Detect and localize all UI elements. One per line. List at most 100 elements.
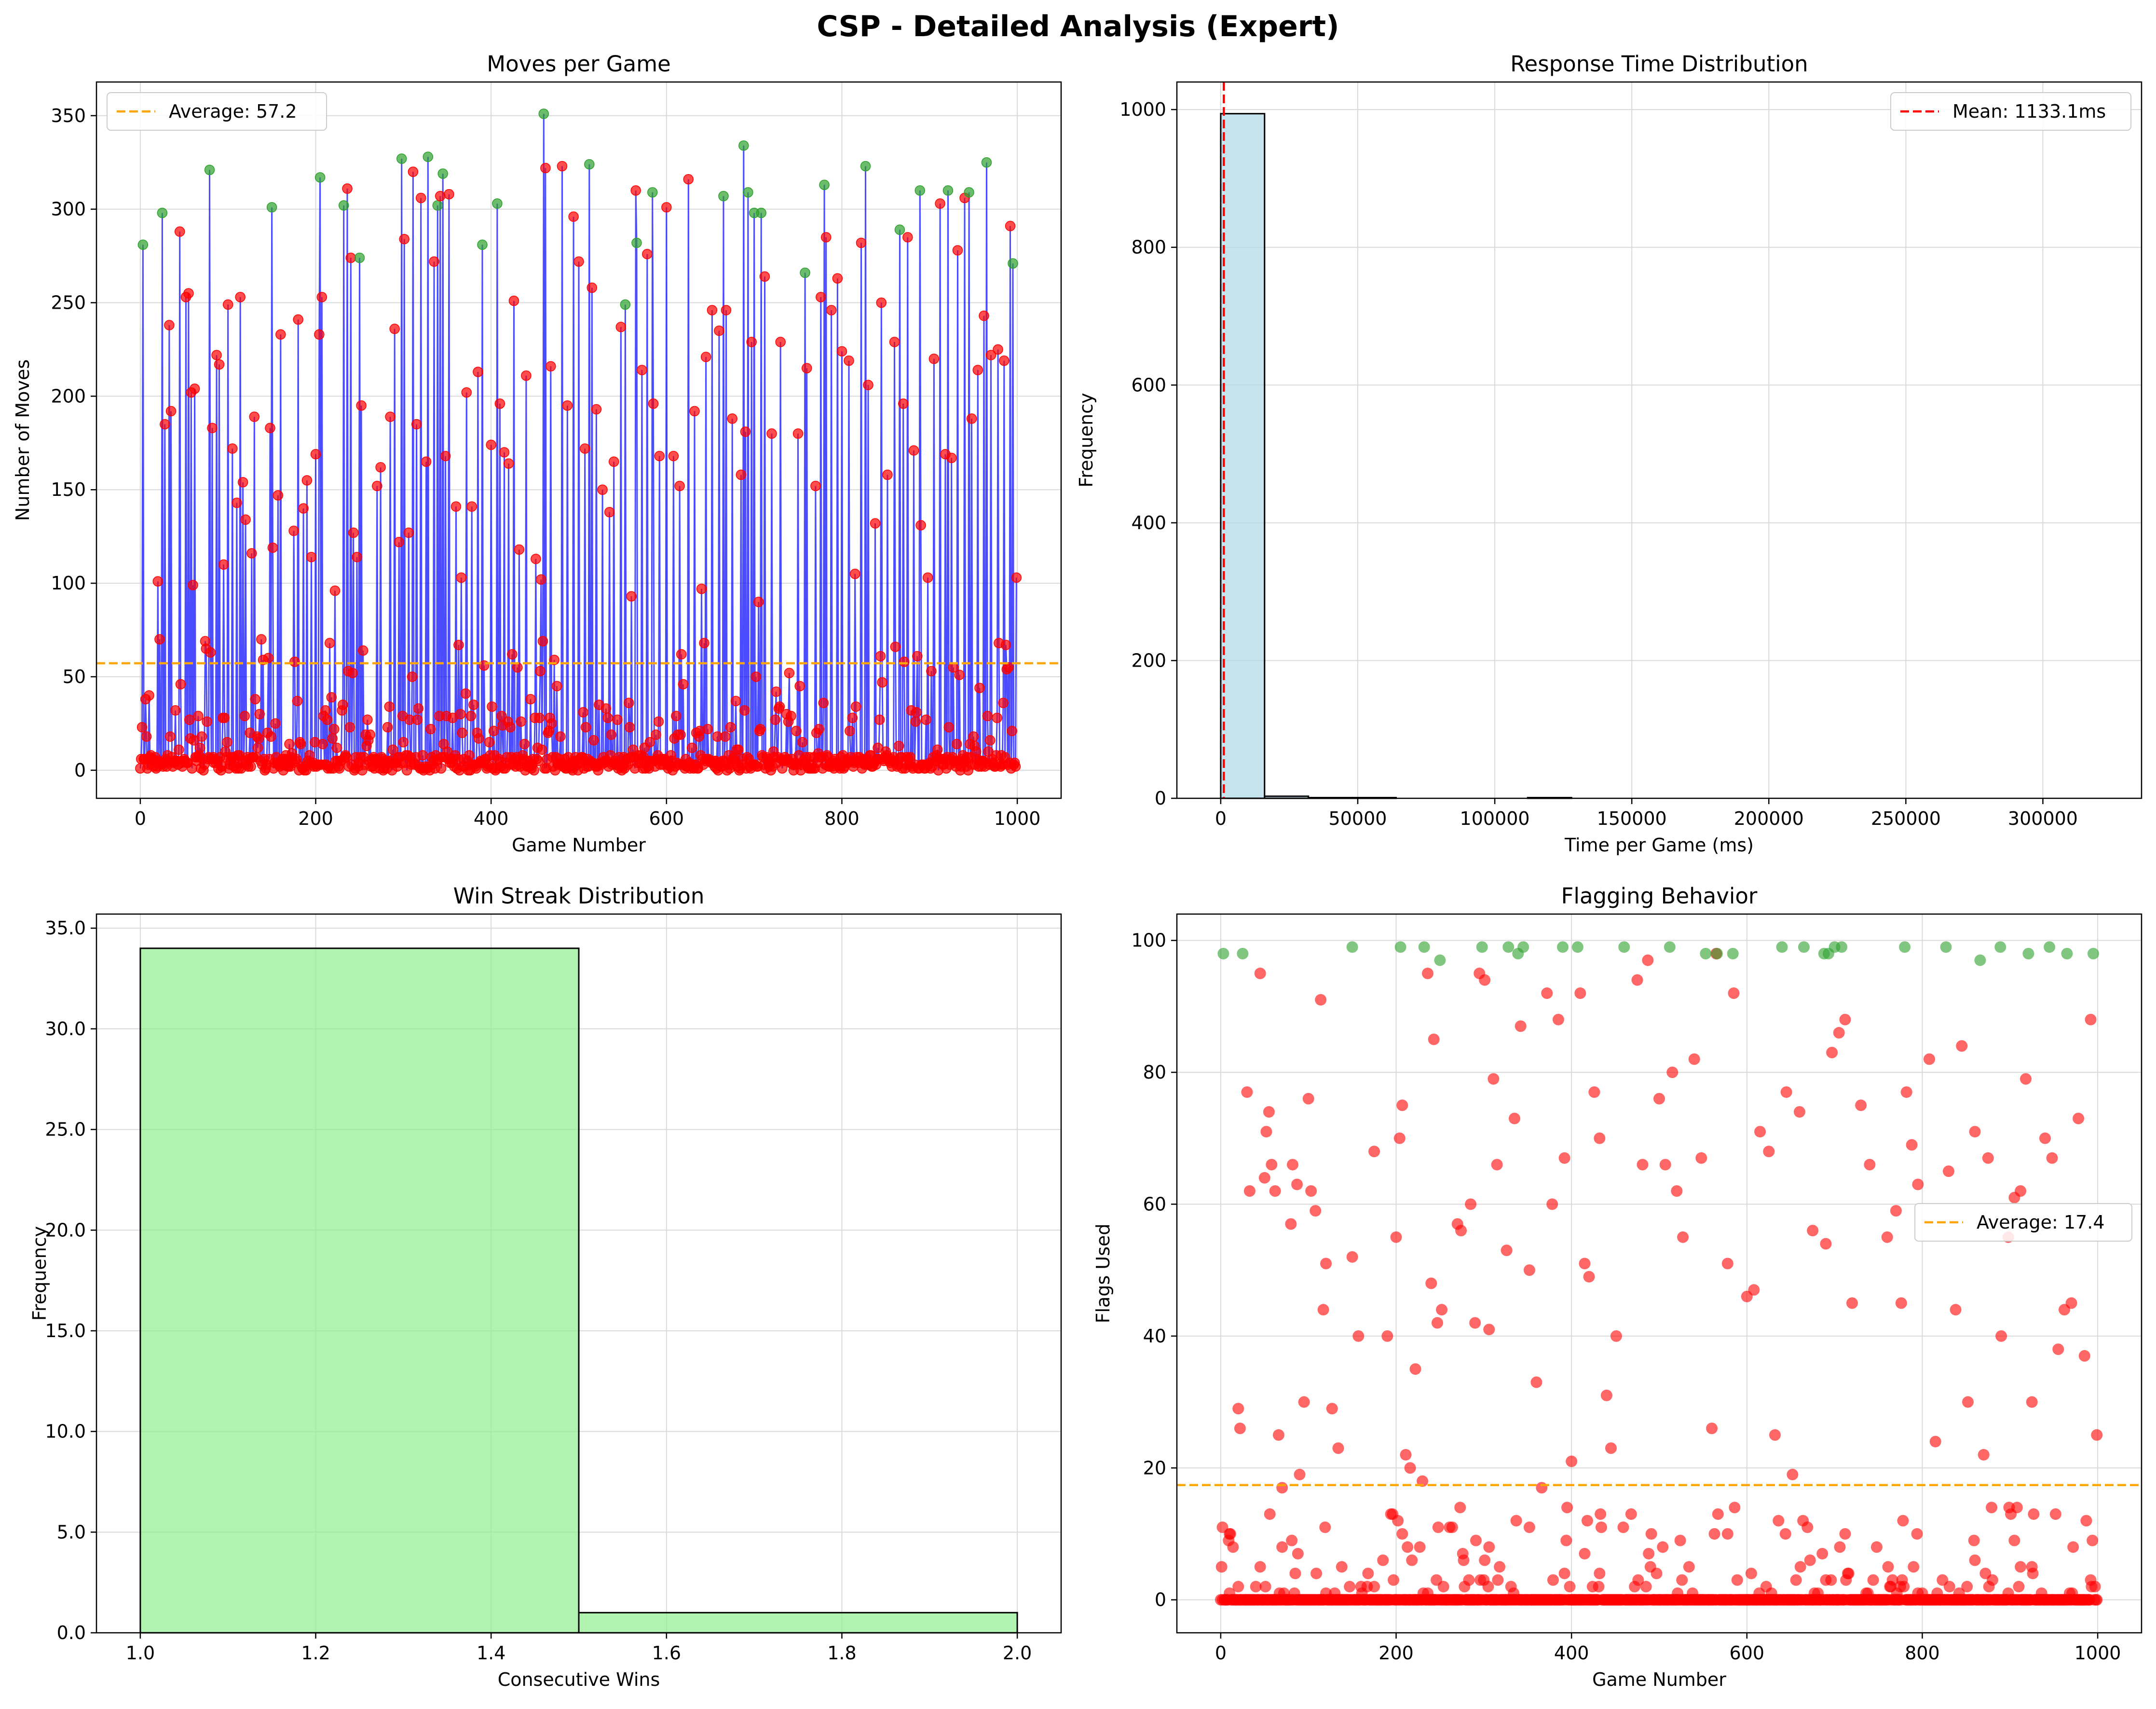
loss-point [184, 288, 193, 298]
loss-point [1362, 1568, 1374, 1579]
loss-point [985, 736, 995, 745]
loss-point [327, 693, 336, 702]
win-point [1727, 948, 1739, 959]
win-point [756, 208, 766, 218]
legend-label-average: Average: 17.4 [1977, 1212, 2105, 1233]
loss-point [1564, 1581, 1576, 1592]
loss-point [589, 736, 599, 745]
win-point [2022, 948, 2034, 959]
x-tick-label: 2.0 [1003, 1642, 1032, 1664]
y-tick-label: 10.0 [45, 1421, 86, 1442]
loss-point [816, 292, 826, 302]
loss-point [1234, 1422, 1246, 1434]
win-point [397, 154, 407, 164]
y-tick-label: 20.0 [45, 1219, 86, 1241]
loss-point [1405, 1462, 1416, 1474]
loss-point [456, 573, 466, 582]
loss-point [662, 203, 671, 212]
y-tick-label: 250 [51, 292, 86, 314]
loss-point [1605, 1442, 1617, 1454]
loss-point [1479, 1555, 1490, 1566]
loss-point [1930, 1436, 1941, 1448]
loss-point [921, 715, 931, 725]
win-point [1557, 941, 1569, 953]
loss-point [875, 651, 885, 661]
loss-point [164, 320, 174, 330]
loss-point [740, 427, 750, 437]
win-point [1517, 941, 1529, 953]
loss-point [1978, 1449, 1990, 1461]
loss-point [1625, 1508, 1637, 1520]
loss-point [1553, 1014, 1564, 1025]
x-tick-label: 600 [1730, 1642, 1765, 1664]
loss-point [1326, 1403, 1338, 1414]
loss-point [616, 322, 626, 332]
loss-point [1683, 1561, 1695, 1572]
x-tick-label: 0 [135, 808, 146, 829]
loss-point [654, 717, 663, 726]
loss-point [877, 678, 887, 687]
loss-point [1344, 1581, 1355, 1592]
loss-point [1826, 1047, 1838, 1058]
loss-point [899, 399, 908, 409]
loss-point [302, 476, 312, 485]
loss-point [863, 380, 873, 390]
loss-point [760, 272, 769, 281]
loss-point [345, 723, 355, 732]
y-tick-label: 60 [1143, 1193, 1166, 1215]
loss-point [883, 470, 892, 479]
loss-point [714, 326, 724, 336]
loss-point [1241, 1086, 1253, 1098]
loss-point [1433, 1521, 1444, 1533]
win-point [1664, 941, 1676, 953]
loss-point [1469, 1317, 1481, 1329]
loss-point [1660, 1159, 1671, 1170]
loss-point [1232, 1403, 1244, 1414]
x-tick-label: 400 [474, 808, 509, 829]
loss-point [894, 741, 904, 751]
loss-point [332, 743, 341, 752]
loss-point [999, 356, 1009, 366]
loss-point [832, 273, 842, 283]
loss-point [890, 337, 900, 347]
loss-point [613, 715, 622, 725]
loss-point [916, 520, 926, 530]
loss-point [1259, 1172, 1270, 1184]
win-point [964, 188, 974, 197]
y-tick-label: 800 [1131, 237, 1166, 258]
loss-point [1406, 1555, 1418, 1566]
loss-point [306, 552, 316, 562]
loss-point [1773, 1515, 1784, 1527]
loss-point [786, 711, 796, 721]
loss-point [973, 365, 982, 375]
loss-point [1846, 1298, 1858, 1309]
loss-point [1825, 1574, 1837, 1586]
loss-point [1264, 1508, 1276, 1520]
loss-point [1530, 1377, 1542, 1388]
loss-point [537, 745, 547, 754]
loss-point [2066, 1298, 2077, 1309]
loss-point [2080, 1515, 2092, 1527]
loss-point [1285, 1218, 1296, 1230]
win-point [423, 152, 433, 162]
loss-point [850, 569, 860, 579]
loss-point [1897, 1515, 1909, 1527]
loss-point [461, 689, 470, 698]
win-point [1434, 955, 1446, 966]
loss-point [2067, 1541, 2079, 1553]
loss-point [982, 711, 992, 721]
loss-point [1944, 1581, 1955, 1592]
loss-point [376, 463, 385, 472]
loss-point [228, 444, 237, 453]
loss-point [327, 734, 337, 743]
loss-point [1216, 1561, 1228, 1572]
loss-point [1769, 1429, 1781, 1441]
loss-point [1943, 1165, 1954, 1177]
loss-point [1487, 1073, 1499, 1085]
loss-point [1414, 1541, 1426, 1553]
loss-point [1006, 221, 1015, 231]
loss-point [727, 414, 737, 424]
loss-point [1561, 1502, 1573, 1513]
y-tick-label: 25.0 [45, 1119, 86, 1140]
loss-point [325, 638, 335, 648]
